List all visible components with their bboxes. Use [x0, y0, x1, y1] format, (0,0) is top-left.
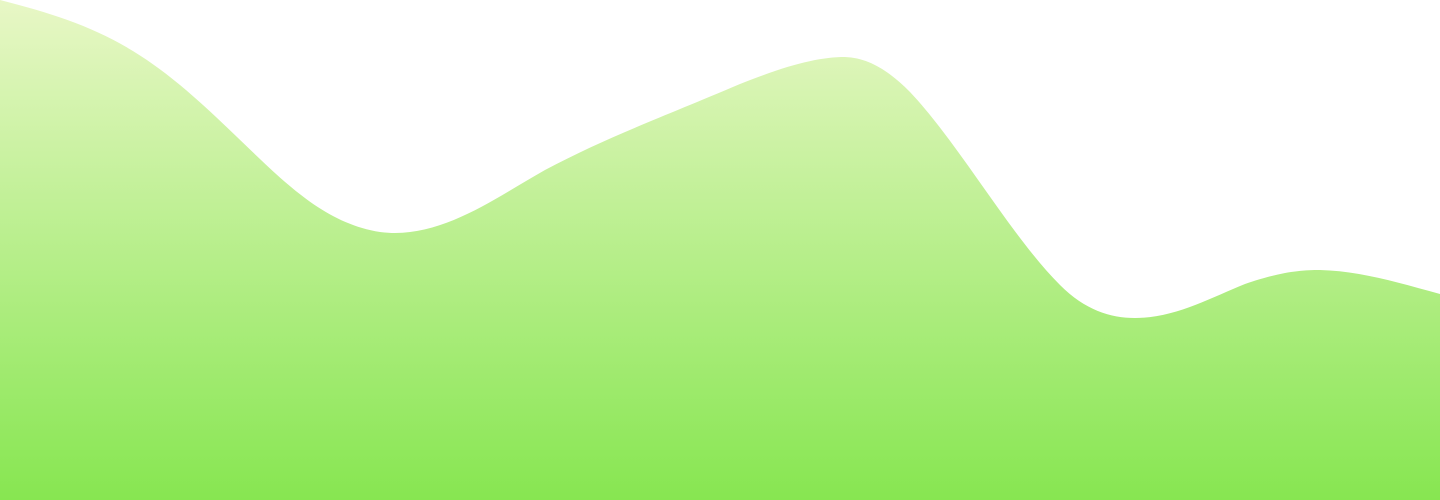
green-wave [0, 0, 1440, 500]
wave-shape [0, 0, 1440, 500]
hero-background [0, 0, 1440, 500]
